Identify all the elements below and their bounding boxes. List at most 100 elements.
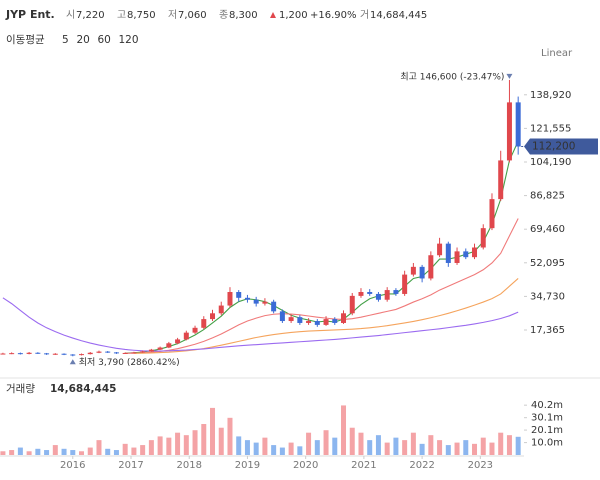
candle-body — [157, 347, 163, 350]
ma-legend: 120 — [119, 34, 139, 46]
volume-bar — [192, 430, 198, 455]
last-price-label: 112,200 — [532, 140, 575, 152]
candle-body — [122, 352, 128, 354]
candle-body — [341, 313, 347, 323]
volume-tick-label: 10.0m — [531, 438, 563, 449]
candle-body — [445, 243, 451, 263]
ma-legend: 60 — [98, 34, 111, 46]
volume-bar — [105, 448, 111, 455]
candle-body — [515, 102, 521, 147]
y-tick-label: 69,460 — [530, 224, 565, 235]
candle-body — [218, 305, 224, 314]
volume-bar — [113, 450, 119, 455]
volume-bar — [306, 432, 312, 455]
volume-bar — [210, 407, 216, 455]
volume-title: 거래량 — [6, 383, 35, 395]
volume-bar — [489, 442, 495, 455]
volume-bar — [506, 435, 512, 455]
volume-bar — [140, 445, 146, 455]
ma-line — [2, 297, 519, 352]
header-value: 7,060 — [178, 10, 207, 21]
header-change-pct: +16.90% — [310, 10, 357, 21]
candle-body — [87, 352, 93, 355]
volume-bar — [183, 435, 189, 455]
candle-body — [253, 299, 259, 304]
candle-body — [271, 301, 277, 312]
volume-bar — [454, 442, 460, 455]
candle-body — [61, 353, 67, 355]
candle-body — [79, 354, 85, 356]
high-marker — [506, 73, 513, 79]
candle-body — [210, 313, 216, 320]
header-volume: 14,684,445 — [370, 10, 427, 21]
candle-body — [498, 160, 504, 200]
volume-bar — [0, 451, 6, 455]
header-key: 저 — [168, 9, 177, 21]
candle-body — [384, 290, 390, 300]
volume-bar — [44, 450, 50, 455]
low-annotation: 최저 3,790 (2860.42%) — [79, 357, 180, 368]
candle-body — [288, 317, 294, 322]
volume-bar — [498, 432, 504, 455]
volume-bar — [35, 448, 41, 455]
volume-bar — [96, 440, 102, 455]
candle-body — [140, 351, 146, 353]
candle-body — [428, 255, 434, 279]
candle-body — [192, 327, 198, 333]
candle-body — [44, 353, 50, 355]
candle-body — [454, 251, 460, 263]
stock-name: JYP Ent. — [5, 8, 55, 21]
scale-label: Linear — [541, 48, 573, 59]
volume-bar — [323, 430, 329, 455]
candle-body — [96, 351, 102, 353]
y-tick-label: 52,095 — [530, 258, 565, 269]
header-key: 고 — [117, 10, 126, 21]
volume-bar — [166, 437, 172, 455]
x-tick-label: 2017 — [118, 460, 143, 471]
volume-bar — [288, 442, 294, 455]
volume-bar — [26, 451, 32, 455]
volume-bar — [148, 440, 154, 455]
candle-body — [279, 311, 285, 322]
candle-body — [323, 319, 329, 325]
volume-bar — [61, 448, 67, 455]
volume-bar — [480, 437, 486, 455]
volume-bar — [393, 437, 399, 455]
y-tick-label: 34,730 — [530, 291, 565, 302]
x-tick-label: 2022 — [409, 460, 434, 471]
candle-body — [393, 290, 399, 294]
volume-bar — [175, 432, 181, 455]
candle-body — [367, 292, 373, 294]
candle-body — [201, 319, 207, 328]
ma-legend: 5 — [62, 34, 69, 46]
candle-body — [9, 353, 15, 355]
volume-bar — [87, 447, 93, 455]
candle-body — [419, 266, 425, 279]
candle-body — [0, 353, 6, 355]
volume-bar — [314, 440, 320, 455]
volume-bar — [70, 450, 76, 455]
candle-body — [175, 339, 181, 344]
x-tick-label: 2021 — [351, 460, 376, 471]
candle-body — [306, 321, 312, 323]
volume-bar — [419, 443, 425, 455]
volume-tick-label: 30.1m — [531, 413, 563, 424]
volume-bar — [244, 440, 250, 455]
candle-body — [506, 102, 512, 161]
change-arrow — [270, 12, 276, 18]
volume-bar — [9, 450, 15, 455]
candle-body — [480, 228, 486, 248]
candle-body — [166, 343, 172, 348]
candle-body — [410, 266, 416, 275]
volume-tick-label: 20.1m — [531, 425, 563, 436]
volume-bar — [122, 443, 128, 455]
candle-body — [297, 317, 303, 323]
y-tick-label: 138,920 — [530, 90, 571, 101]
volume-bar — [367, 440, 373, 455]
x-tick-label: 2019 — [235, 460, 260, 471]
volume-bar — [52, 445, 58, 455]
y-tick-label: 86,825 — [530, 191, 565, 202]
candle-body — [183, 332, 189, 340]
